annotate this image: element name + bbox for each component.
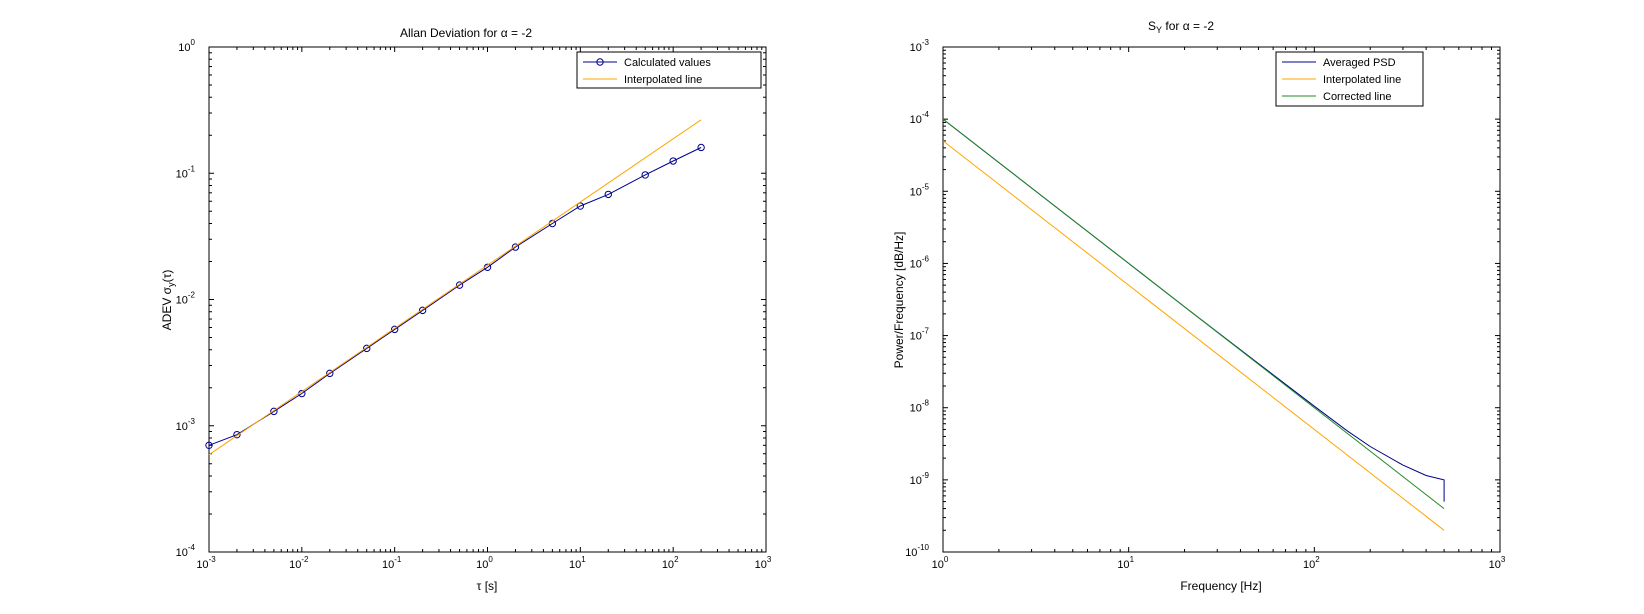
data-point (669, 157, 677, 165)
legend-entry: Interpolated line (624, 74, 702, 86)
plot-area (942, 46, 1501, 553)
x-tick-label: 103 (755, 555, 772, 571)
y-tick-label: 100 (178, 38, 195, 54)
series-layer (942, 118, 1445, 531)
series-line-2 (942, 118, 1445, 509)
legend-entry: Interpolated line (1323, 74, 1401, 86)
y-tick-label: 10-6 (910, 254, 930, 270)
data-point (604, 190, 612, 199)
y-tick-label: 10-2 (176, 291, 196, 307)
y-tick-label: 10-3 (176, 417, 196, 433)
x-tick-label: 102 (1303, 555, 1320, 571)
y-tick-label: 10-7 (910, 327, 930, 343)
chart-title: Allan Deviation for α = -2 (400, 26, 532, 40)
plot-area (208, 46, 767, 553)
data-point (205, 441, 213, 450)
x-tick-label: 10-1 (382, 555, 402, 571)
data-point (418, 306, 427, 315)
x-tick-label: 101 (1117, 555, 1134, 571)
data-point (270, 407, 278, 416)
legend: Calculated values Interpolated line (576, 51, 762, 89)
legend-entry: Corrected line (1323, 91, 1391, 103)
series-layer (205, 119, 705, 456)
data-point (576, 202, 585, 210)
y-tick-label: 10-5 (910, 182, 930, 198)
x-tick-label: 101 (569, 555, 586, 571)
data-point (363, 344, 371, 353)
legend-entry: Averaged PSD (1323, 57, 1396, 69)
x-tick-label: 100 (476, 555, 493, 571)
y-axis-label: Power/Frequency [dB/Hz] (892, 232, 906, 369)
x-tick-label: 100 (932, 555, 949, 571)
y-axis-label: ADEV σy(τ) (160, 270, 176, 331)
data-point (233, 430, 241, 439)
series-line-0 (208, 147, 702, 446)
x-tick-label: 103 (1489, 555, 1506, 571)
x-tick-label: 10-3 (196, 555, 216, 571)
y-tick-label: 10-10 (905, 543, 929, 559)
legend-marker (596, 58, 604, 66)
data-point (697, 143, 705, 152)
x-tick-label: 10-2 (289, 555, 309, 571)
legend: Averaged PSD Interpolated line Corrected l… (1275, 51, 1424, 107)
data-point (326, 369, 334, 378)
chart-title: SY for α = -2 (1148, 19, 1214, 35)
sy-psd-chart: SY for α = -2 100 101 102 103 10-10 10-9 10-8 1… (892, 19, 1506, 593)
y-tick-label: 10-4 (910, 110, 930, 126)
x-axis-label: τ [s] (477, 579, 498, 593)
data-point (641, 171, 649, 179)
data-point (390, 325, 399, 334)
y-tick-label: 10-9 (910, 471, 930, 487)
data-point (511, 243, 520, 251)
y-tick-label: 10-8 (910, 399, 930, 415)
legend-entry: Calculated values (624, 57, 711, 69)
series-line-1 (942, 140, 1445, 531)
y-tick-label: 10-4 (176, 543, 196, 559)
y-tick-label: 10-3 (910, 38, 930, 54)
x-axis-label: Frequency [Hz] (1180, 579, 1261, 593)
x-tick-label: 102 (662, 555, 679, 571)
y-tick-label: 10-1 (176, 164, 196, 180)
allan-deviation-chart: Allan Deviation for α = -2 10-3 10-2 10-1 1… (160, 26, 772, 593)
series-line-1 (208, 119, 702, 456)
legend-box (576, 51, 762, 89)
data-point (455, 281, 464, 289)
